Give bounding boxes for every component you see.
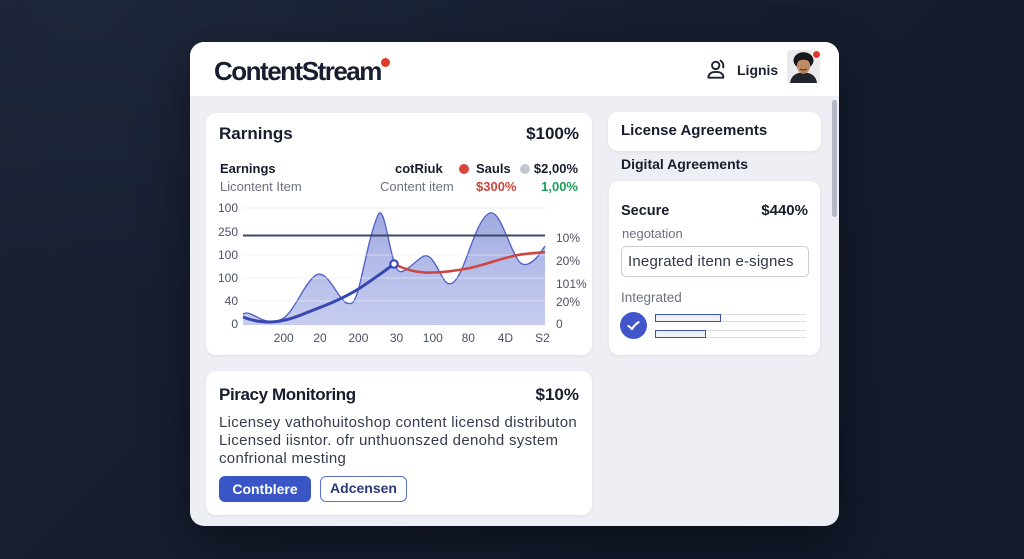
svg-text:100: 100 xyxy=(218,248,238,262)
svg-text:100: 100 xyxy=(218,201,238,215)
svg-text:20: 20 xyxy=(313,331,327,345)
svg-text:80: 80 xyxy=(462,331,476,345)
svg-text:30: 30 xyxy=(390,331,404,345)
svg-text:S2: S2 xyxy=(535,331,550,345)
svg-text:20%: 20% xyxy=(556,295,580,309)
svg-text:10%: 10% xyxy=(556,231,580,245)
svg-text:0: 0 xyxy=(556,317,563,331)
svg-text:0: 0 xyxy=(231,317,238,331)
svg-text:200: 200 xyxy=(274,331,294,345)
svg-text:200: 200 xyxy=(348,331,368,345)
svg-text:100: 100 xyxy=(218,271,238,285)
svg-text:101%: 101% xyxy=(556,277,587,291)
svg-text:4D: 4D xyxy=(498,331,514,345)
svg-text:20%: 20% xyxy=(556,254,580,268)
svg-text:100: 100 xyxy=(423,331,443,345)
svg-text:40: 40 xyxy=(225,294,239,308)
svg-text:250: 250 xyxy=(218,225,238,239)
